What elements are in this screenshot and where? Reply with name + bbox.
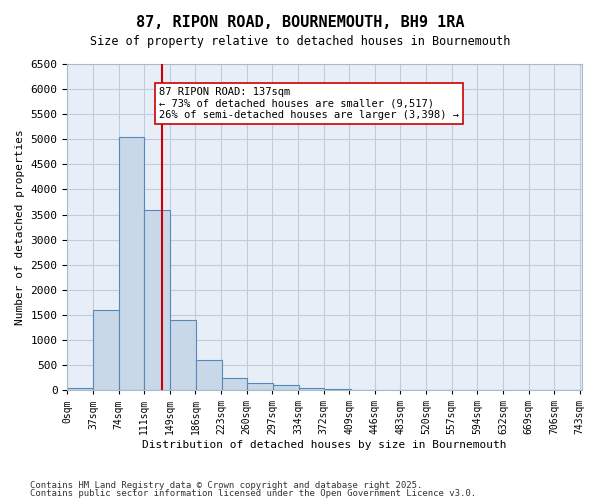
- Y-axis label: Number of detached properties: Number of detached properties: [15, 129, 25, 325]
- Bar: [299, 388, 324, 390]
- Bar: [247, 382, 273, 390]
- Text: 87 RIPON ROAD: 137sqm
← 73% of detached houses are smaller (9,517)
26% of semi-d: 87 RIPON ROAD: 137sqm ← 73% of detached …: [159, 87, 459, 120]
- X-axis label: Distribution of detached houses by size in Bournemouth: Distribution of detached houses by size …: [142, 440, 507, 450]
- Bar: [144, 210, 170, 390]
- Bar: [67, 388, 93, 390]
- Text: 87, RIPON ROAD, BOURNEMOUTH, BH9 1RA: 87, RIPON ROAD, BOURNEMOUTH, BH9 1RA: [136, 15, 464, 30]
- Text: Size of property relative to detached houses in Bournemouth: Size of property relative to detached ho…: [90, 35, 510, 48]
- Bar: [222, 378, 247, 390]
- Bar: [93, 310, 119, 390]
- Bar: [325, 389, 350, 390]
- Bar: [273, 385, 299, 390]
- Bar: [170, 320, 196, 390]
- Bar: [119, 137, 144, 390]
- Text: Contains public sector information licensed under the Open Government Licence v3: Contains public sector information licen…: [30, 488, 476, 498]
- Bar: [196, 360, 222, 390]
- Text: Contains HM Land Registry data © Crown copyright and database right 2025.: Contains HM Land Registry data © Crown c…: [30, 481, 422, 490]
